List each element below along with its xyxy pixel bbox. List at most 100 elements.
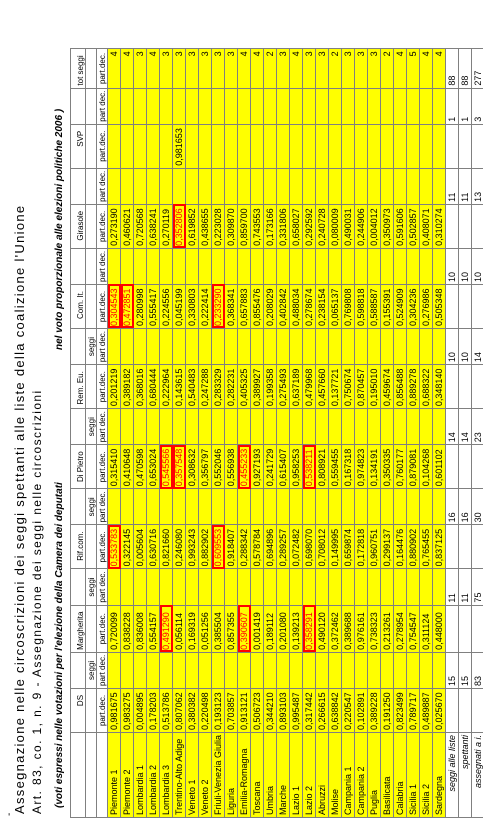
table-cell	[368, 329, 381, 365]
table-cell: 0,680444	[147, 365, 160, 409]
table-cell	[316, 248, 329, 284]
table-cell: 0,694896	[264, 525, 277, 569]
table-row: Liguria 0,703857 0,857355 0,918407 0,556938 0…	[225, 49, 238, 818]
column-subheader: seggi	[86, 329, 97, 365]
table-cell	[173, 88, 186, 124]
region-name: Marche	[277, 732, 290, 817]
table-cell	[368, 409, 381, 445]
table-cell	[134, 652, 147, 688]
table-cell	[264, 329, 277, 365]
table-cell	[186, 248, 199, 284]
table-cell	[212, 652, 225, 688]
region-name: Campania 1	[342, 732, 355, 817]
footer-row: seggi alle liste 15 11 16 14 10 10 11 1 88	[446, 49, 459, 818]
table-cell: 0,189112	[264, 605, 277, 652]
table-cell: 0,455233	[238, 445, 251, 489]
column-subheader	[86, 88, 97, 124]
footer-cell	[472, 525, 483, 569]
region-name: Calabria	[394, 732, 407, 817]
footer-cell	[446, 204, 459, 248]
table-cell	[212, 88, 225, 124]
table-cell: 0,155391	[381, 285, 394, 329]
table-cell	[381, 329, 394, 365]
table-cell: 0,974823	[355, 445, 368, 489]
footer-cell: 11	[459, 168, 472, 204]
footer-cell: 23	[472, 409, 483, 445]
table-cell	[264, 168, 277, 204]
table-cell: 0,559455	[329, 445, 342, 489]
table-cell	[147, 168, 160, 204]
table-cell: 0,750674	[342, 365, 355, 409]
footer-cell	[446, 365, 459, 409]
table-cell: 0,350335	[381, 445, 394, 489]
table-cell	[407, 124, 420, 168]
table-cell	[277, 168, 290, 204]
footer-cell	[446, 285, 459, 329]
table-cell	[225, 489, 238, 525]
table-cell	[173, 168, 186, 204]
table-cell	[355, 409, 368, 445]
table-cell	[173, 329, 186, 365]
table-cell	[290, 489, 303, 525]
table-cell: 0,490031	[342, 204, 355, 248]
table-cell	[316, 652, 329, 688]
table-cell	[147, 569, 160, 605]
table-cell: 0,927193	[251, 445, 264, 489]
region-name: Umbria	[264, 732, 277, 817]
table-cell: 0,615407	[277, 445, 290, 489]
table-cell: 0,918407	[225, 525, 238, 569]
table-cell	[108, 168, 121, 204]
table-cell	[407, 569, 420, 605]
table-cell	[173, 652, 186, 688]
table-cell	[394, 409, 407, 445]
table-cell: 0,870457	[355, 365, 368, 409]
table-cell: 0,270119	[160, 204, 173, 248]
table-cell: 0,223028	[212, 204, 225, 248]
note-right: nel voto proporzionale alle elezioni pol…	[54, 109, 65, 350]
table-cell: 0,380382	[186, 688, 199, 732]
table-row: Lazio 2 0,317442 0,358291 0,698070 0,538211 0…	[303, 49, 316, 818]
table-row: Lazio 1 0,995487 0,139213 0,072482 0,958253 0…	[290, 49, 303, 818]
table-cell	[251, 248, 264, 284]
table-cell: 0,344210	[264, 688, 277, 732]
table-cell	[264, 569, 277, 605]
table-cell	[303, 489, 316, 525]
table-cell	[225, 329, 238, 365]
table-cell	[342, 88, 355, 124]
region-name: Trentino-Alto Adige	[173, 732, 186, 817]
table-row: Lombardia 1 0,004895 0,836008 0,005604 0,470…	[134, 49, 147, 818]
footer-cell: 75	[472, 569, 483, 605]
table-cell	[433, 652, 446, 688]
table-cell	[433, 329, 446, 365]
table-cell	[381, 168, 394, 204]
table-cell: 0,552046	[212, 445, 225, 489]
footer-cell	[459, 285, 472, 329]
table-cell	[186, 489, 199, 525]
table-cell	[225, 569, 238, 605]
region-name: Molise	[329, 732, 342, 817]
table-cell	[251, 489, 264, 525]
table-cell	[407, 248, 420, 284]
footer-cell	[472, 688, 483, 732]
table-cell	[277, 88, 290, 124]
table-cell	[134, 569, 147, 605]
table-row: Sicilia 1 0,789717 0,754547 0,880902 0,87908…	[407, 49, 420, 818]
table-cell: 0,823499	[394, 688, 407, 732]
table-cell	[160, 652, 173, 688]
table-row: Lombardia 2 0,178203 0,554157 0,630716 0,653…	[147, 49, 160, 818]
column-subheader: part dec.	[97, 489, 108, 525]
region-name: Lazio 1	[290, 732, 303, 817]
table-cell: 3	[277, 49, 290, 88]
table-cell	[329, 88, 342, 124]
footer-row: spettanti 15 11 16 14 10 10 11 1 88	[459, 49, 472, 818]
table-cell	[199, 409, 212, 445]
table-cell: 0,859700	[238, 204, 251, 248]
table-cell: 0,164476	[394, 525, 407, 569]
table-cell: 0,317442	[303, 688, 316, 732]
table-cell	[290, 569, 303, 605]
table-cell: 0,598818	[355, 285, 368, 329]
table-cell	[277, 409, 290, 445]
table-cell	[433, 124, 446, 168]
table-cell	[290, 248, 303, 284]
column-header	[71, 88, 86, 124]
